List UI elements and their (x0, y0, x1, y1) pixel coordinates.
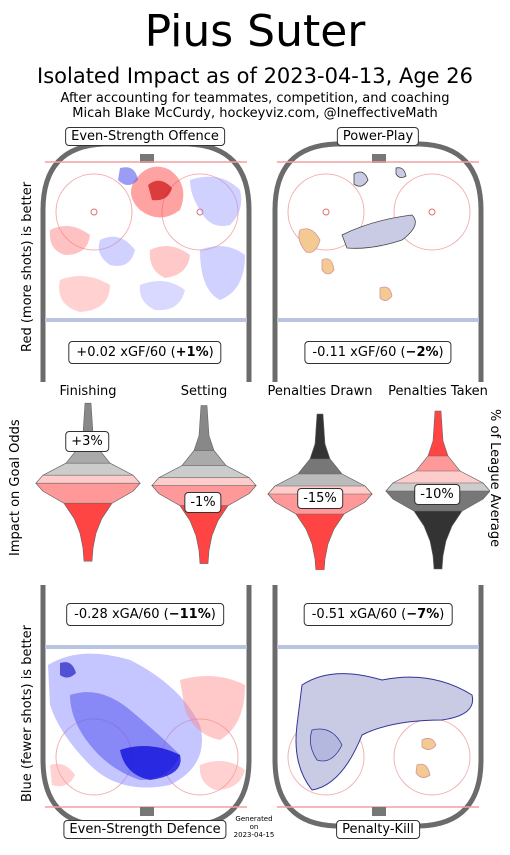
violin-finishing (35, 402, 141, 562)
goal-net (140, 154, 154, 163)
goal-net (372, 807, 386, 816)
offence-heat-areas (49, 166, 245, 312)
credit-line-1: After accounting for teammates, competit… (60, 91, 450, 106)
violin-band (295, 513, 345, 570)
power-play-percent: −2% (405, 345, 439, 360)
offence-close-paren: ) (208, 345, 214, 360)
generated-line-1: Generated (235, 815, 273, 823)
violin-label-penalties-drawn: Penalties Drawn (267, 384, 373, 399)
generated-line-2: on (249, 823, 259, 831)
page-subtitle: Isolated Impact as of 2023-04-13, Age 26 (37, 64, 473, 88)
penalty-kill-percent: −7% (406, 607, 440, 622)
credit-line-2: Micah Blake McCurdy, hockeyviz.com, @Ine… (72, 106, 438, 121)
violin-chart (35, 402, 490, 570)
violin-label-penalties-taken: Penalties Taken (388, 384, 488, 399)
violin-value-penalties-drawn: -15% (297, 488, 343, 509)
penalty-kill-value-text: -0.51 xGA/60 ( (311, 607, 407, 622)
defence-close-paren: ) (210, 607, 216, 622)
violin-value-setting: -1% (184, 492, 222, 513)
goal-net (140, 807, 154, 816)
power-play-close-paren: ) (438, 345, 444, 360)
goal-net (372, 154, 386, 163)
offence-value-text: +0.02 xGF/60 ( (76, 345, 176, 360)
power-play-heat-areas (298, 167, 416, 301)
violin-band (63, 502, 113, 562)
side-label-middle: Impact on Goal Odds (8, 419, 23, 556)
power-play-value-text: -0.11 xGF/60 ( (312, 345, 406, 360)
violin-label-finishing: Finishing (59, 384, 117, 399)
violin-value-penalties-taken: -10% (414, 484, 460, 505)
defence-value-text: -0.28 xGA/60 ( (74, 607, 169, 622)
side-label-top: Red (more shots) is better (20, 181, 35, 352)
offence-value-label: +0.02 xGF/60 (+1%) (68, 341, 222, 364)
defence-value-label: -0.28 xGA/60 (−11%) (66, 603, 224, 626)
chart-title-power-play: Power-Play (336, 127, 420, 146)
side-label-right: % of League Average (487, 409, 502, 548)
generated-line-3: 2023-04-15 (233, 831, 275, 839)
chart-title-even-strength-offence: Even-Strength Offence (65, 127, 225, 146)
violin-setting (151, 405, 257, 564)
page-title: Pius Suter (144, 6, 366, 57)
violin-value-finishing: +3% (65, 431, 109, 452)
power-play-rink (272, 141, 484, 382)
offence-percent: +1% (175, 345, 209, 360)
even-strength-offence-rink (40, 141, 252, 382)
penalty-kill-close-paren: ) (439, 607, 445, 622)
violin-band (179, 505, 229, 564)
penalty-kill-heat-areas (295, 673, 474, 791)
power-play-value-label: -0.11 xGF/60 (−2%) (304, 341, 452, 364)
generated-date: Generated on 2023-04-15 (228, 815, 280, 839)
violin-label-setting: Setting (180, 384, 228, 399)
penalty-kill-value-label: -0.51 xGA/60 (−7%) (303, 603, 453, 626)
even-strength-defence-rink (40, 585, 252, 829)
defence-percent: −11% (168, 607, 211, 622)
chart-title-penalty-kill: Penalty-Kill (336, 820, 420, 839)
violin-band (413, 510, 463, 570)
side-label-bottom: Blue (fewer shots) is better (20, 625, 35, 802)
chart-title-even-strength-defence: Even-Strength Defence (63, 820, 227, 839)
defence-heat-areas (48, 653, 245, 790)
